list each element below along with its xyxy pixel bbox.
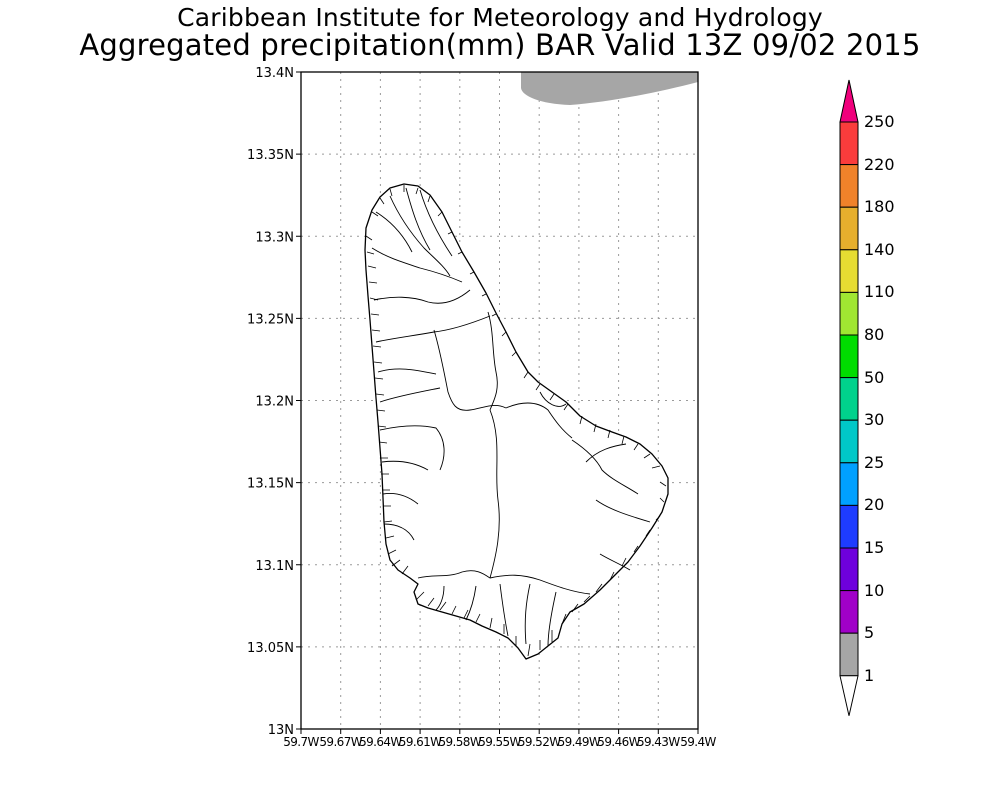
colorbar-segment (839, 419, 859, 464)
lat-tick-label: 13.2N (255, 395, 294, 410)
colorbar-segment (839, 121, 859, 166)
lat-tick-label: 13.15N (247, 477, 294, 492)
colorbar-segment (839, 590, 859, 634)
catchment-boundaries (371, 187, 651, 647)
colorbar-segment (839, 206, 859, 251)
lat-tick-label: 13.35N (247, 148, 294, 163)
colorbar-label: 250 (864, 112, 895, 131)
lat-tick-label: 13.25N (247, 312, 294, 327)
colorbar-label: 5 (864, 623, 875, 643)
colorbar-label: 50 (864, 367, 885, 387)
colorbar-segment (839, 462, 859, 506)
lon-tick-label: 59.55W (478, 735, 521, 749)
colorbar-segment (839, 377, 859, 421)
lat-tick-label: 13.05N (247, 641, 294, 656)
lon-tick-label: 59.64W (359, 735, 402, 749)
colorbar-label: 180 (864, 197, 895, 217)
lat-tick-label: 13.4N (255, 66, 294, 81)
colorbar-label: 220 (864, 154, 895, 174)
colorbar-segment (839, 291, 859, 336)
colorbar (839, 79, 859, 716)
colorbar-label: 30 (864, 410, 885, 430)
rain-area (521, 72, 698, 105)
colorbar-segment (839, 632, 859, 677)
lon-tick-label: 59.43W (637, 735, 680, 749)
lon-tick-label: 59.49W (558, 735, 601, 749)
lon-tick-label: 59.67W (319, 735, 362, 749)
colorbar-label: 10 (864, 580, 885, 600)
lon-tick-label: 59.52W (518, 735, 561, 749)
colorbar-label: 110 (864, 282, 895, 302)
lat-tick-label: 13.1N (255, 559, 294, 574)
coastline-drainage (365, 185, 667, 657)
colorbar-segment (839, 334, 859, 379)
colorbar-label: 15 (864, 538, 885, 557)
colorbar-label: 25 (864, 452, 885, 472)
colorbar-segment (839, 249, 859, 293)
colorbar-segment (839, 504, 859, 549)
colorbar-bottom-arrow (839, 675, 859, 716)
map-subtitle: Aggregated precipitation(mm) BAR Valid 1… (79, 28, 921, 62)
island-outline (364, 183, 669, 660)
lon-tick-label: 59.46W (597, 735, 640, 749)
lon-tick-label: 59.7W (283, 735, 319, 749)
colorbar-segment (839, 547, 859, 592)
colorbar-label: 140 (864, 239, 895, 259)
colorbar-label: 20 (864, 495, 885, 515)
axis-ticks: 13.4N 13.35N 13.3N 13.25N 13.2N 13.15N 13.1N 13… (247, 66, 717, 749)
colorbar-top-arrow (839, 79, 859, 123)
colorbar-label: 80 (864, 325, 885, 344)
lon-tick-label: 59.58W (438, 735, 481, 749)
lon-tick-label: 59.61W (399, 735, 442, 749)
colorbar-segment (839, 164, 859, 208)
colorbar-label: 1 (864, 665, 875, 685)
lat-tick-label: 13.3N (255, 230, 294, 245)
lon-tick-label: 59.4W (680, 735, 716, 749)
map-title: Caribbean Institute for Meteorology and … (177, 3, 823, 32)
lat-tick-label: 13N (268, 723, 294, 738)
